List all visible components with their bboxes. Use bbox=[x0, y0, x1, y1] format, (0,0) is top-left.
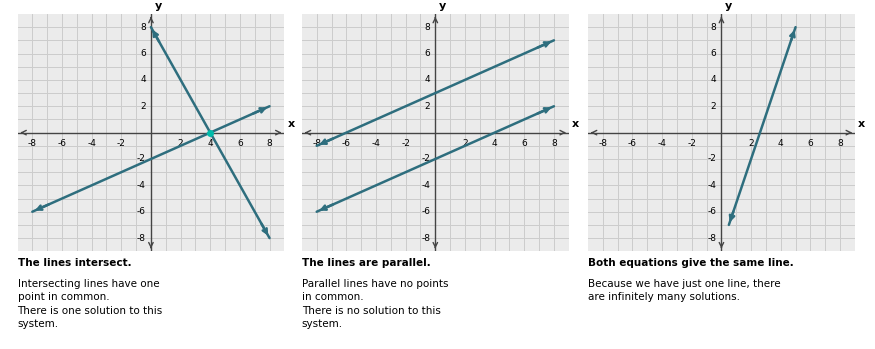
Text: 2: 2 bbox=[424, 102, 430, 111]
Text: 4: 4 bbox=[207, 139, 213, 148]
Text: 8: 8 bbox=[710, 23, 717, 32]
Text: -2: -2 bbox=[688, 139, 696, 148]
Text: Parallel lines have no points
in common.
There is no solution to this
system.: Parallel lines have no points in common.… bbox=[302, 279, 448, 329]
Text: -8: -8 bbox=[312, 139, 321, 148]
Text: 6: 6 bbox=[140, 49, 146, 58]
Text: -6: -6 bbox=[628, 139, 637, 148]
Text: 4: 4 bbox=[710, 75, 717, 84]
Text: -6: -6 bbox=[342, 139, 351, 148]
Text: 4: 4 bbox=[778, 139, 783, 148]
Text: -2: -2 bbox=[421, 155, 430, 163]
Text: Because we have just one line, there
are infinitely many solutions.: Because we have just one line, there are… bbox=[588, 279, 780, 302]
Text: 2: 2 bbox=[748, 139, 754, 148]
Text: -4: -4 bbox=[707, 181, 717, 190]
Text: y: y bbox=[725, 1, 732, 11]
Text: -6: -6 bbox=[58, 139, 66, 148]
Text: Both equations give the same line.: Both equations give the same line. bbox=[588, 258, 794, 268]
Text: -6: -6 bbox=[707, 207, 717, 216]
Text: -2: -2 bbox=[117, 139, 126, 148]
Text: Intersecting lines have one
point in common.
There is one solution to this
syste: Intersecting lines have one point in com… bbox=[18, 279, 163, 329]
Text: -6: -6 bbox=[421, 207, 430, 216]
Text: x: x bbox=[571, 119, 579, 129]
Text: -8: -8 bbox=[28, 139, 37, 148]
Text: -4: -4 bbox=[372, 139, 381, 148]
Text: x: x bbox=[858, 119, 865, 129]
Text: 6: 6 bbox=[237, 139, 242, 148]
Text: 4: 4 bbox=[424, 75, 430, 84]
Text: The lines are parallel.: The lines are parallel. bbox=[302, 258, 430, 268]
Text: -2: -2 bbox=[136, 155, 146, 163]
Text: 8: 8 bbox=[267, 139, 272, 148]
Text: 6: 6 bbox=[710, 49, 717, 58]
Text: -4: -4 bbox=[658, 139, 667, 148]
Text: 8: 8 bbox=[837, 139, 843, 148]
Text: 8: 8 bbox=[140, 23, 146, 32]
Text: 2: 2 bbox=[140, 102, 146, 111]
Text: -4: -4 bbox=[88, 139, 96, 148]
Text: -4: -4 bbox=[136, 181, 146, 190]
Text: -2: -2 bbox=[707, 155, 717, 163]
Text: -8: -8 bbox=[421, 233, 430, 243]
Text: -8: -8 bbox=[707, 233, 717, 243]
Text: 8: 8 bbox=[551, 139, 556, 148]
Text: -4: -4 bbox=[421, 181, 430, 190]
Text: -8: -8 bbox=[598, 139, 607, 148]
Text: 8: 8 bbox=[424, 23, 430, 32]
Text: x: x bbox=[287, 119, 295, 129]
Text: -2: -2 bbox=[402, 139, 410, 148]
Text: 6: 6 bbox=[424, 49, 430, 58]
Text: 4: 4 bbox=[140, 75, 146, 84]
Text: -8: -8 bbox=[136, 233, 146, 243]
Text: 6: 6 bbox=[808, 139, 813, 148]
Text: -6: -6 bbox=[136, 207, 146, 216]
Text: 6: 6 bbox=[522, 139, 527, 148]
Text: y: y bbox=[439, 1, 446, 11]
Text: The lines intersect.: The lines intersect. bbox=[18, 258, 131, 268]
Text: y: y bbox=[155, 1, 162, 11]
Text: 2: 2 bbox=[178, 139, 184, 148]
Text: 2: 2 bbox=[710, 102, 717, 111]
Text: 2: 2 bbox=[462, 139, 468, 148]
Text: 4: 4 bbox=[492, 139, 497, 148]
